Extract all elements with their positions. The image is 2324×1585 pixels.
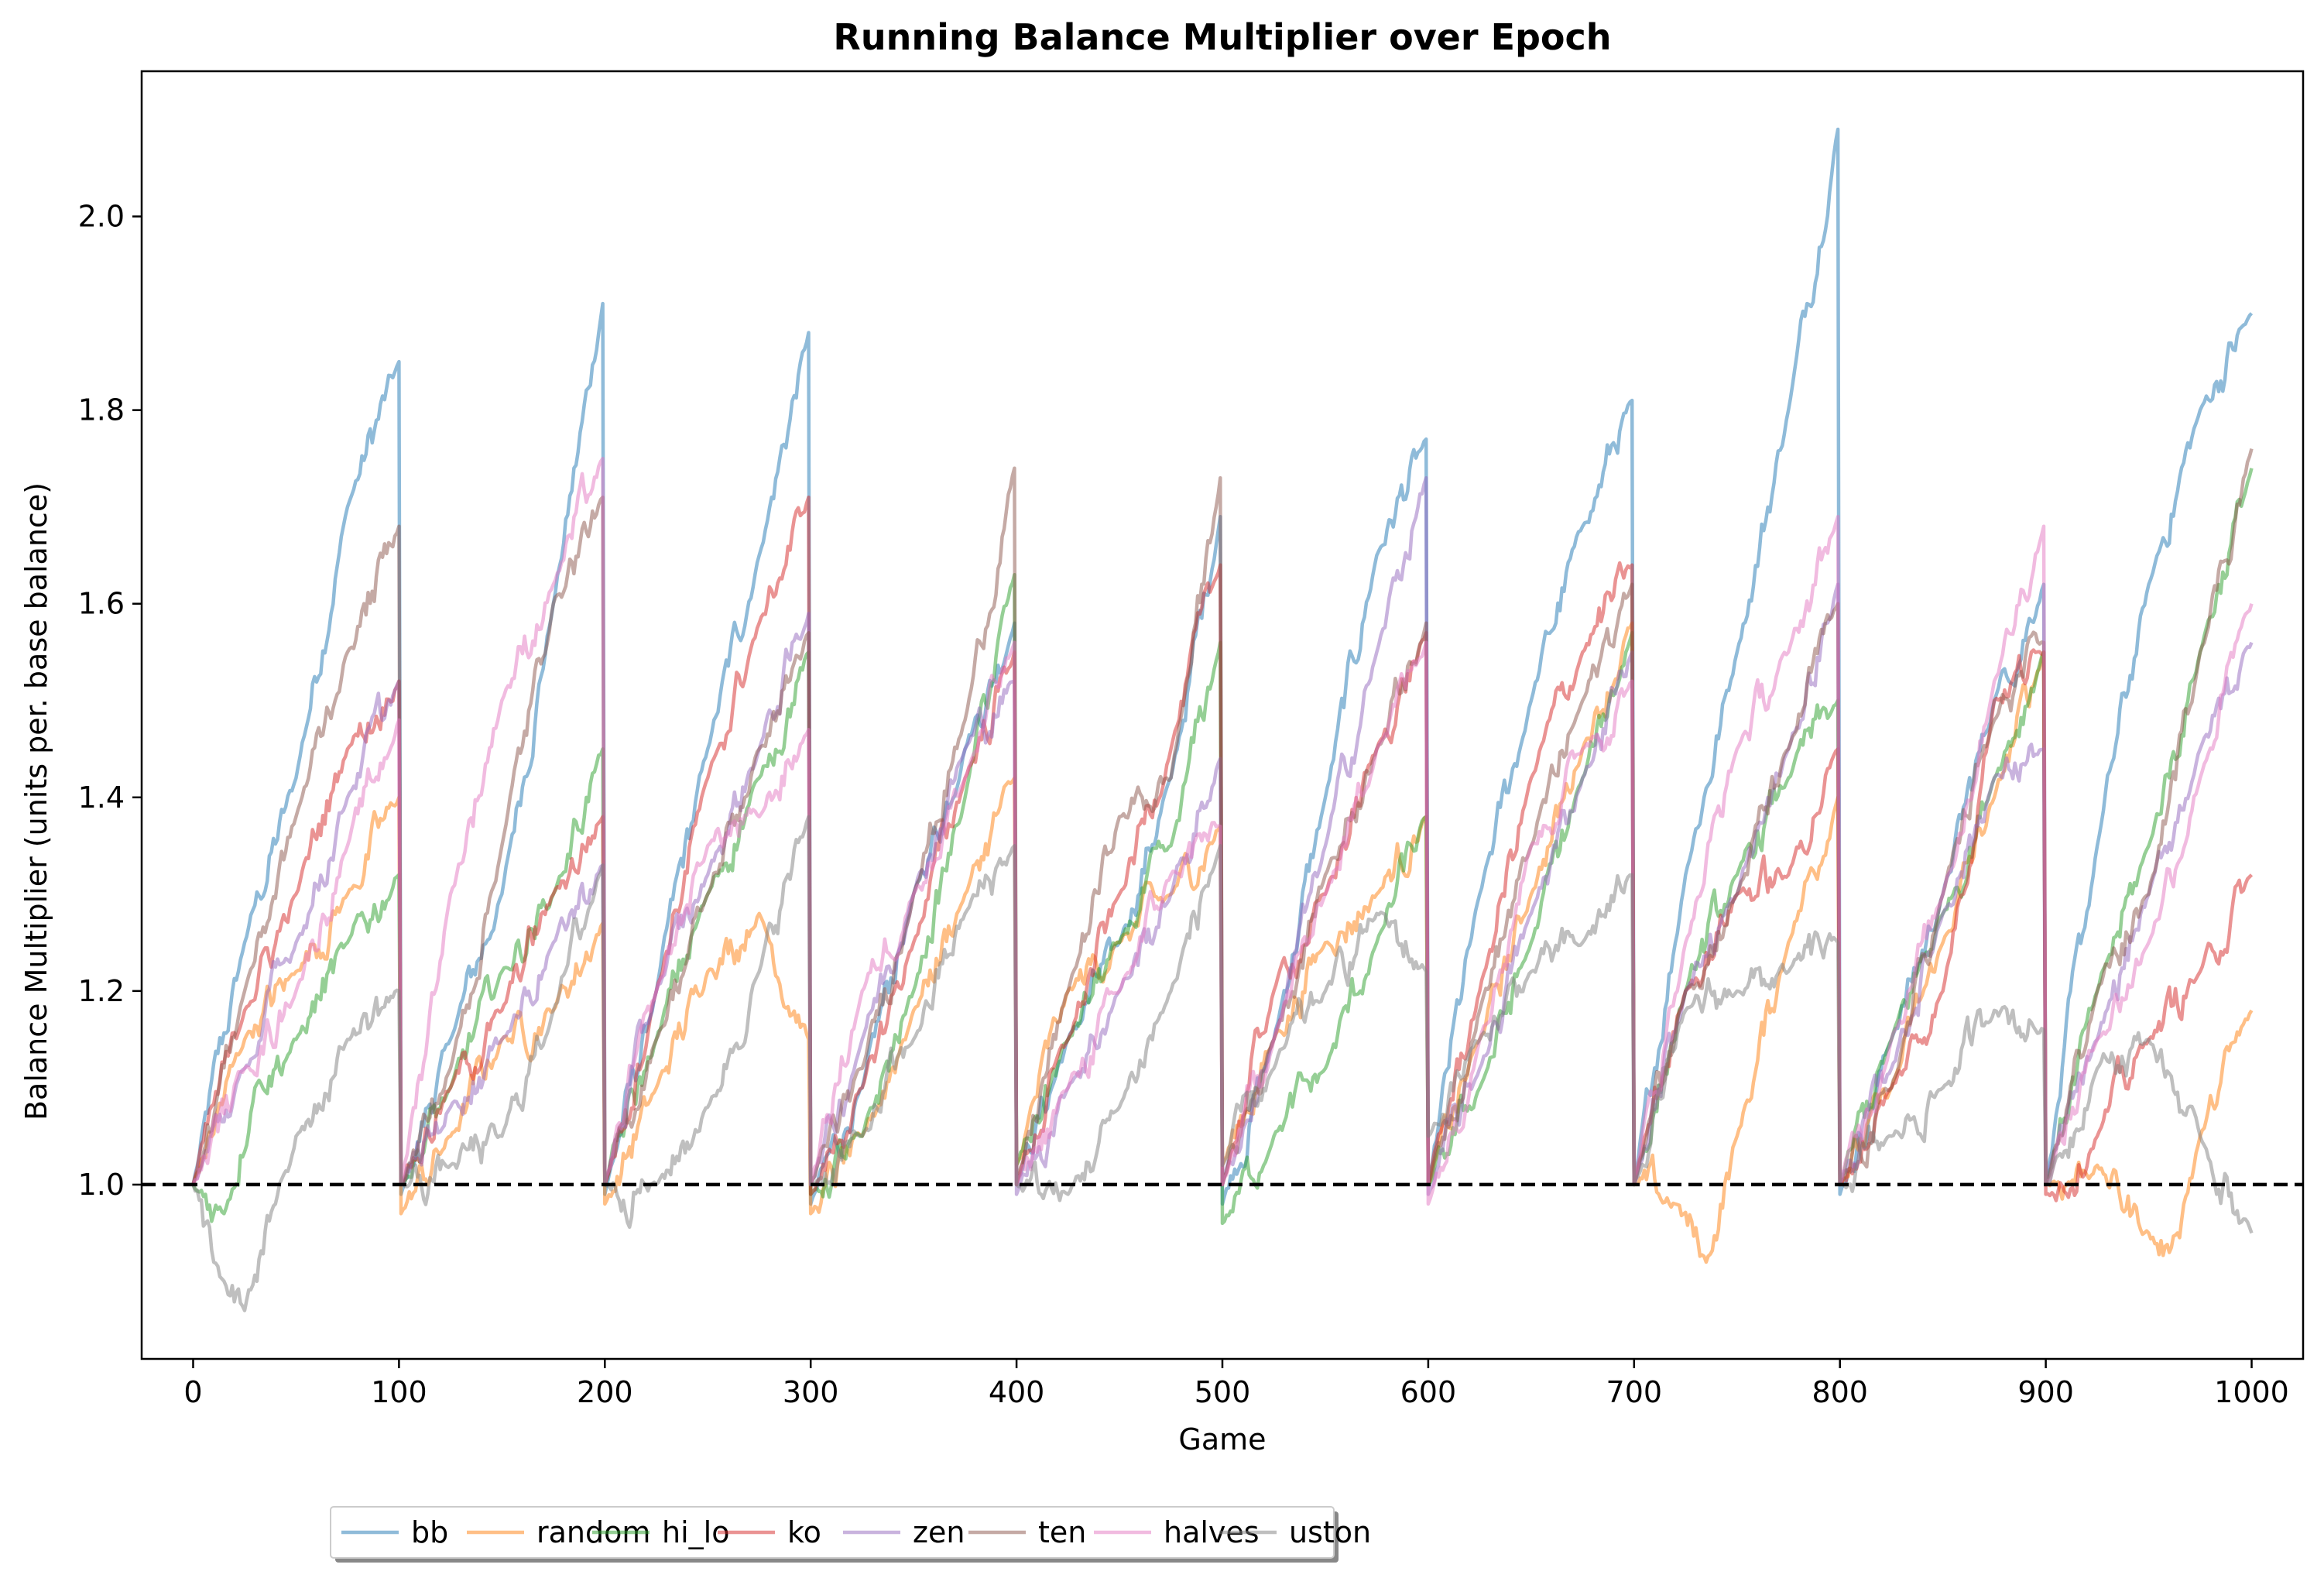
series-line-hi_lo [191,468,2254,1226]
plot-area: 0 100 200 300 400 500 600 700 800 900 1000 1.0 1.2 1.… [78,70,2305,1409]
y-tick-label: 1.8 [78,393,125,427]
x-tick-label: 1000 [2214,1375,2289,1409]
x-tick-label: 200 [577,1375,633,1409]
legend-label-zen: zen [913,1515,965,1549]
legend-box [330,1506,1335,1559]
legend-label-ko: ko [787,1515,821,1549]
y-tick-label: 1.4 [78,780,125,815]
legend-label-uston: uston [1289,1515,1371,1549]
chart-title: Running Balance Multiplier over Epoch [833,16,1611,58]
x-tick-label: 100 [371,1375,427,1409]
x-axis-label: Game [1178,1422,1266,1456]
x-tick-label: 0 [183,1375,202,1409]
y-tick-label: 1.0 [78,1168,125,1202]
x-tick-label: 700 [1606,1375,1663,1409]
x-tick-label: 500 [1195,1375,1251,1409]
series-group [191,127,2254,1312]
legend-label-bb: bb [411,1515,448,1549]
y-tick-label: 2.0 [78,200,125,234]
legend-label-ten: ten [1038,1515,1086,1549]
x-tick-label: 300 [783,1375,839,1409]
series-line-uston [191,815,2254,1312]
x-tick-label: 400 [989,1375,1045,1409]
x-tick-label: 900 [2017,1375,2074,1409]
series-line-halves [191,456,2254,1206]
y-tick-label: 1.2 [78,974,125,1008]
x-tick-label: 600 [1400,1375,1457,1409]
legend: bb random hi_lo ko zen ten halves uston [330,1506,1371,1563]
x-tick-label: 800 [1812,1375,1868,1409]
y-tick-label: 1.6 [78,587,125,621]
y-axis-label: Balance Multiplier (units per. base bala… [19,482,53,1120]
